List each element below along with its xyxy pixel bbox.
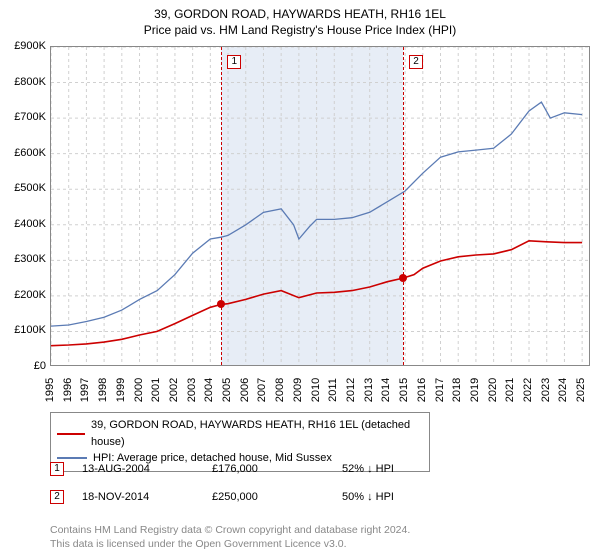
x-tick-label: 2017: [434, 378, 446, 402]
chart-title: 39, GORDON ROAD, HAYWARDS HEATH, RH16 1E…: [0, 6, 600, 22]
y-tick-label: £500K: [14, 182, 46, 194]
legend-label: 39, GORDON ROAD, HAYWARDS HEATH, RH16 1E…: [91, 417, 423, 450]
footnote-line: This data is licensed under the Open Gov…: [50, 538, 410, 552]
x-tick-label: 2007: [256, 378, 268, 402]
sale-price: £250,000: [212, 491, 342, 503]
x-tick-label: 2002: [168, 378, 180, 402]
footnote-line: Contains HM Land Registry data © Crown c…: [50, 524, 410, 538]
x-tick-label: 2025: [575, 378, 587, 402]
series-price_paid: [51, 241, 582, 346]
y-tick-label: £400K: [14, 218, 46, 230]
y-tick-label: £100K: [14, 324, 46, 336]
sale-marker-icon: 1: [50, 462, 64, 476]
legend-item: 39, GORDON ROAD, HAYWARDS HEATH, RH16 1E…: [57, 417, 423, 450]
x-tick-label: 2019: [469, 378, 481, 402]
x-tick-label: 2006: [239, 378, 251, 402]
series-svg: [51, 47, 590, 366]
y-tick-label: £800K: [14, 76, 46, 88]
x-tick-label: 2008: [274, 378, 286, 402]
x-tick-label: 2004: [203, 378, 215, 402]
x-tick-label: 2011: [327, 378, 339, 402]
x-tick-label: 2020: [487, 378, 499, 402]
y-tick-label: £0: [34, 360, 46, 372]
x-tick-label: 2003: [186, 378, 198, 402]
x-tick-label: 2022: [522, 378, 534, 402]
sale-dot-icon: [217, 300, 225, 308]
x-tick-label: 2024: [557, 378, 569, 402]
y-tick-label: £700K: [14, 111, 46, 123]
x-tick-label: 2009: [292, 378, 304, 402]
x-tick-label: 2014: [380, 378, 392, 402]
x-tick-label: 1999: [115, 378, 127, 402]
x-tick-label: 2010: [310, 378, 322, 402]
x-tick-label: 2015: [398, 378, 410, 402]
sale-price: £176,000: [212, 463, 342, 475]
x-tick-label: 2021: [504, 378, 516, 402]
x-tick-label: 1998: [97, 378, 109, 402]
sale-row: 2 18-NOV-2014 £250,000 50% ↓ HPI: [50, 490, 590, 504]
x-tick-label: 2005: [221, 378, 233, 402]
sale-row: 1 13-AUG-2004 £176,000 52% ↓ HPI: [50, 462, 590, 476]
y-tick-label: £900K: [14, 40, 46, 52]
x-tick-label: 1996: [62, 378, 74, 402]
plot-area: 12: [50, 46, 590, 366]
x-tick-label: 2016: [416, 378, 428, 402]
chart-title-block: 39, GORDON ROAD, HAYWARDS HEATH, RH16 1E…: [0, 0, 600, 38]
y-tick-label: £300K: [14, 253, 46, 265]
x-tick-label: 1997: [79, 378, 91, 402]
sale-pct: 50% ↓ HPI: [342, 491, 472, 503]
sale-dot-icon: [399, 274, 407, 282]
x-tick-label: 2023: [540, 378, 552, 402]
legend-swatch: [57, 457, 87, 459]
x-tick-label: 2001: [150, 378, 162, 402]
footnote: Contains HM Land Registry data © Crown c…: [50, 524, 410, 551]
sale-date: 18-NOV-2014: [82, 491, 212, 503]
x-tick-label: 1995: [44, 378, 56, 402]
sale-pct: 52% ↓ HPI: [342, 463, 472, 475]
x-tick-label: 2012: [345, 378, 357, 402]
x-tick-label: 2000: [133, 378, 145, 402]
x-tick-label: 2018: [451, 378, 463, 402]
y-tick-label: £200K: [14, 289, 46, 301]
chart-area: 12 £0 £100K £200K £300K £400K £500K £600K £700K…: [0, 42, 600, 402]
sale-date: 13-AUG-2004: [82, 463, 212, 475]
y-tick-label: £600K: [14, 147, 46, 159]
sale-marker-icon: 2: [50, 490, 64, 504]
legend-swatch: [57, 433, 85, 435]
chart-subtitle: Price paid vs. HM Land Registry's House …: [0, 22, 600, 38]
x-tick-label: 2013: [363, 378, 375, 402]
